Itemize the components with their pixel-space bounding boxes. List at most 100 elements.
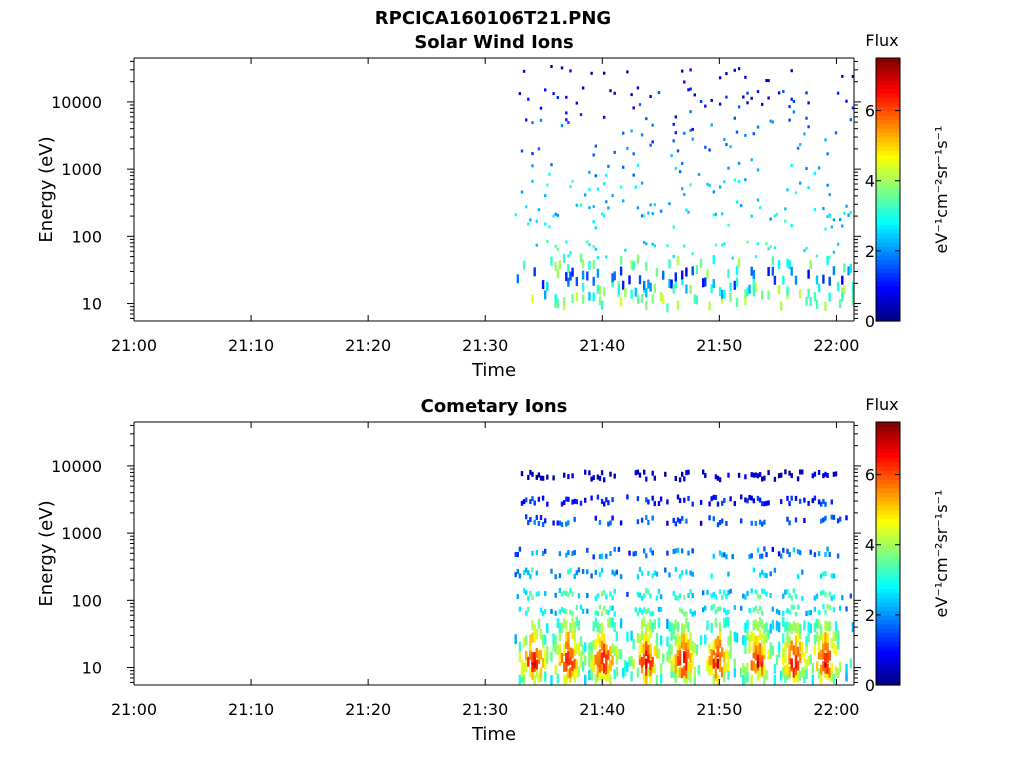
flux-cell bbox=[817, 470, 821, 475]
flux-cell bbox=[761, 645, 764, 656]
flux-cell bbox=[678, 574, 682, 579]
flux-cell bbox=[811, 473, 814, 479]
flux-cell bbox=[613, 622, 616, 633]
flux-cell bbox=[525, 497, 528, 503]
flux-cell bbox=[750, 520, 753, 526]
flux-cell bbox=[655, 595, 659, 601]
flux-cell bbox=[718, 520, 722, 525]
flux-cell bbox=[645, 624, 648, 635]
flux-cell bbox=[594, 515, 597, 521]
flux-cell bbox=[630, 129, 633, 133]
flux-cell bbox=[626, 146, 629, 150]
flux-cell bbox=[628, 656, 631, 667]
flux-cell bbox=[765, 573, 768, 579]
flux-cell bbox=[554, 261, 557, 271]
flux-cell bbox=[710, 496, 713, 502]
flux-cell bbox=[790, 473, 793, 479]
flux-cell bbox=[590, 658, 593, 669]
colorbar-step bbox=[876, 233, 900, 239]
flux-cell bbox=[531, 294, 534, 304]
flux-cell bbox=[826, 215, 829, 218]
flux-cell bbox=[598, 296, 602, 306]
flux-cell bbox=[756, 473, 760, 479]
flux-cell bbox=[676, 300, 680, 310]
flux-cell bbox=[758, 594, 762, 600]
plot-area bbox=[134, 58, 854, 321]
flux-cell bbox=[824, 663, 827, 674]
colorbar-step bbox=[876, 628, 900, 633]
flux-cell bbox=[569, 271, 572, 281]
flux-cell bbox=[830, 225, 833, 229]
flux-cell bbox=[520, 149, 524, 153]
flux-cell bbox=[750, 588, 753, 594]
flux-cell bbox=[721, 243, 724, 247]
flux-cell bbox=[571, 591, 574, 597]
flux-cell bbox=[590, 495, 593, 501]
flux-cell bbox=[537, 672, 541, 683]
flux-cell bbox=[632, 551, 635, 557]
flux-cell bbox=[670, 279, 673, 289]
flux-cell bbox=[815, 661, 819, 672]
flux-cell bbox=[643, 643, 646, 654]
flux-cell bbox=[598, 520, 602, 525]
flux-cell bbox=[600, 661, 604, 671]
colorbar-step bbox=[876, 663, 900, 669]
flux-cell bbox=[708, 515, 711, 521]
x-tick-label: 21:00 bbox=[111, 700, 157, 719]
flux-cell bbox=[769, 648, 772, 659]
flux-cell bbox=[520, 500, 524, 506]
flux-cell bbox=[691, 611, 694, 617]
flux-cell bbox=[554, 299, 557, 308]
y-tick-label: 10 bbox=[82, 659, 102, 678]
flux-cell bbox=[807, 186, 810, 190]
flux-cell bbox=[681, 638, 684, 649]
flux-cell bbox=[794, 517, 798, 523]
flux-cell bbox=[712, 553, 715, 559]
flux-cell bbox=[558, 643, 562, 654]
flux-cell bbox=[640, 294, 644, 303]
flux-cell bbox=[699, 499, 703, 505]
flux-cell bbox=[651, 470, 654, 476]
flux-cell bbox=[815, 300, 819, 310]
flux-cell bbox=[541, 522, 545, 527]
flux-cell bbox=[756, 242, 760, 246]
flux-cell bbox=[514, 552, 517, 557]
flux-cell bbox=[683, 244, 686, 248]
flux-cell bbox=[761, 521, 764, 527]
flux-cell bbox=[824, 552, 827, 557]
flux-cell bbox=[613, 669, 616, 680]
flux-cell bbox=[704, 605, 707, 611]
flux-cell bbox=[723, 498, 726, 503]
flux-cell bbox=[556, 247, 559, 251]
flux-cell bbox=[796, 622, 800, 633]
flux-cell bbox=[579, 500, 583, 506]
flux-cell bbox=[527, 656, 530, 667]
flux-cell bbox=[672, 122, 675, 126]
flux-cell bbox=[636, 254, 640, 264]
flux-cell bbox=[622, 280, 625, 290]
flux-cell bbox=[681, 161, 684, 165]
flux-cell bbox=[622, 199, 625, 203]
flux-cell bbox=[746, 240, 749, 244]
flux-cell bbox=[822, 589, 825, 595]
x-tick-label: 21:30 bbox=[462, 336, 508, 355]
flux-cell bbox=[756, 547, 760, 553]
flux-cell bbox=[826, 152, 829, 156]
flux-cell bbox=[782, 547, 785, 553]
colorbar-step bbox=[876, 163, 900, 169]
flux-cell bbox=[584, 642, 587, 653]
flux-cell bbox=[594, 617, 597, 628]
flux-cell bbox=[761, 553, 764, 559]
flux-cell bbox=[769, 623, 772, 634]
flux-cell bbox=[714, 609, 718, 615]
flux-cell bbox=[527, 475, 530, 480]
flux-cell bbox=[716, 645, 720, 656]
flux-cell bbox=[672, 139, 675, 143]
flux-cell bbox=[600, 470, 604, 476]
flux-cell bbox=[674, 115, 677, 119]
flux-cell bbox=[805, 116, 808, 120]
flux-cell bbox=[537, 521, 541, 526]
flux-cell bbox=[733, 631, 736, 642]
flux-cell bbox=[670, 630, 673, 641]
